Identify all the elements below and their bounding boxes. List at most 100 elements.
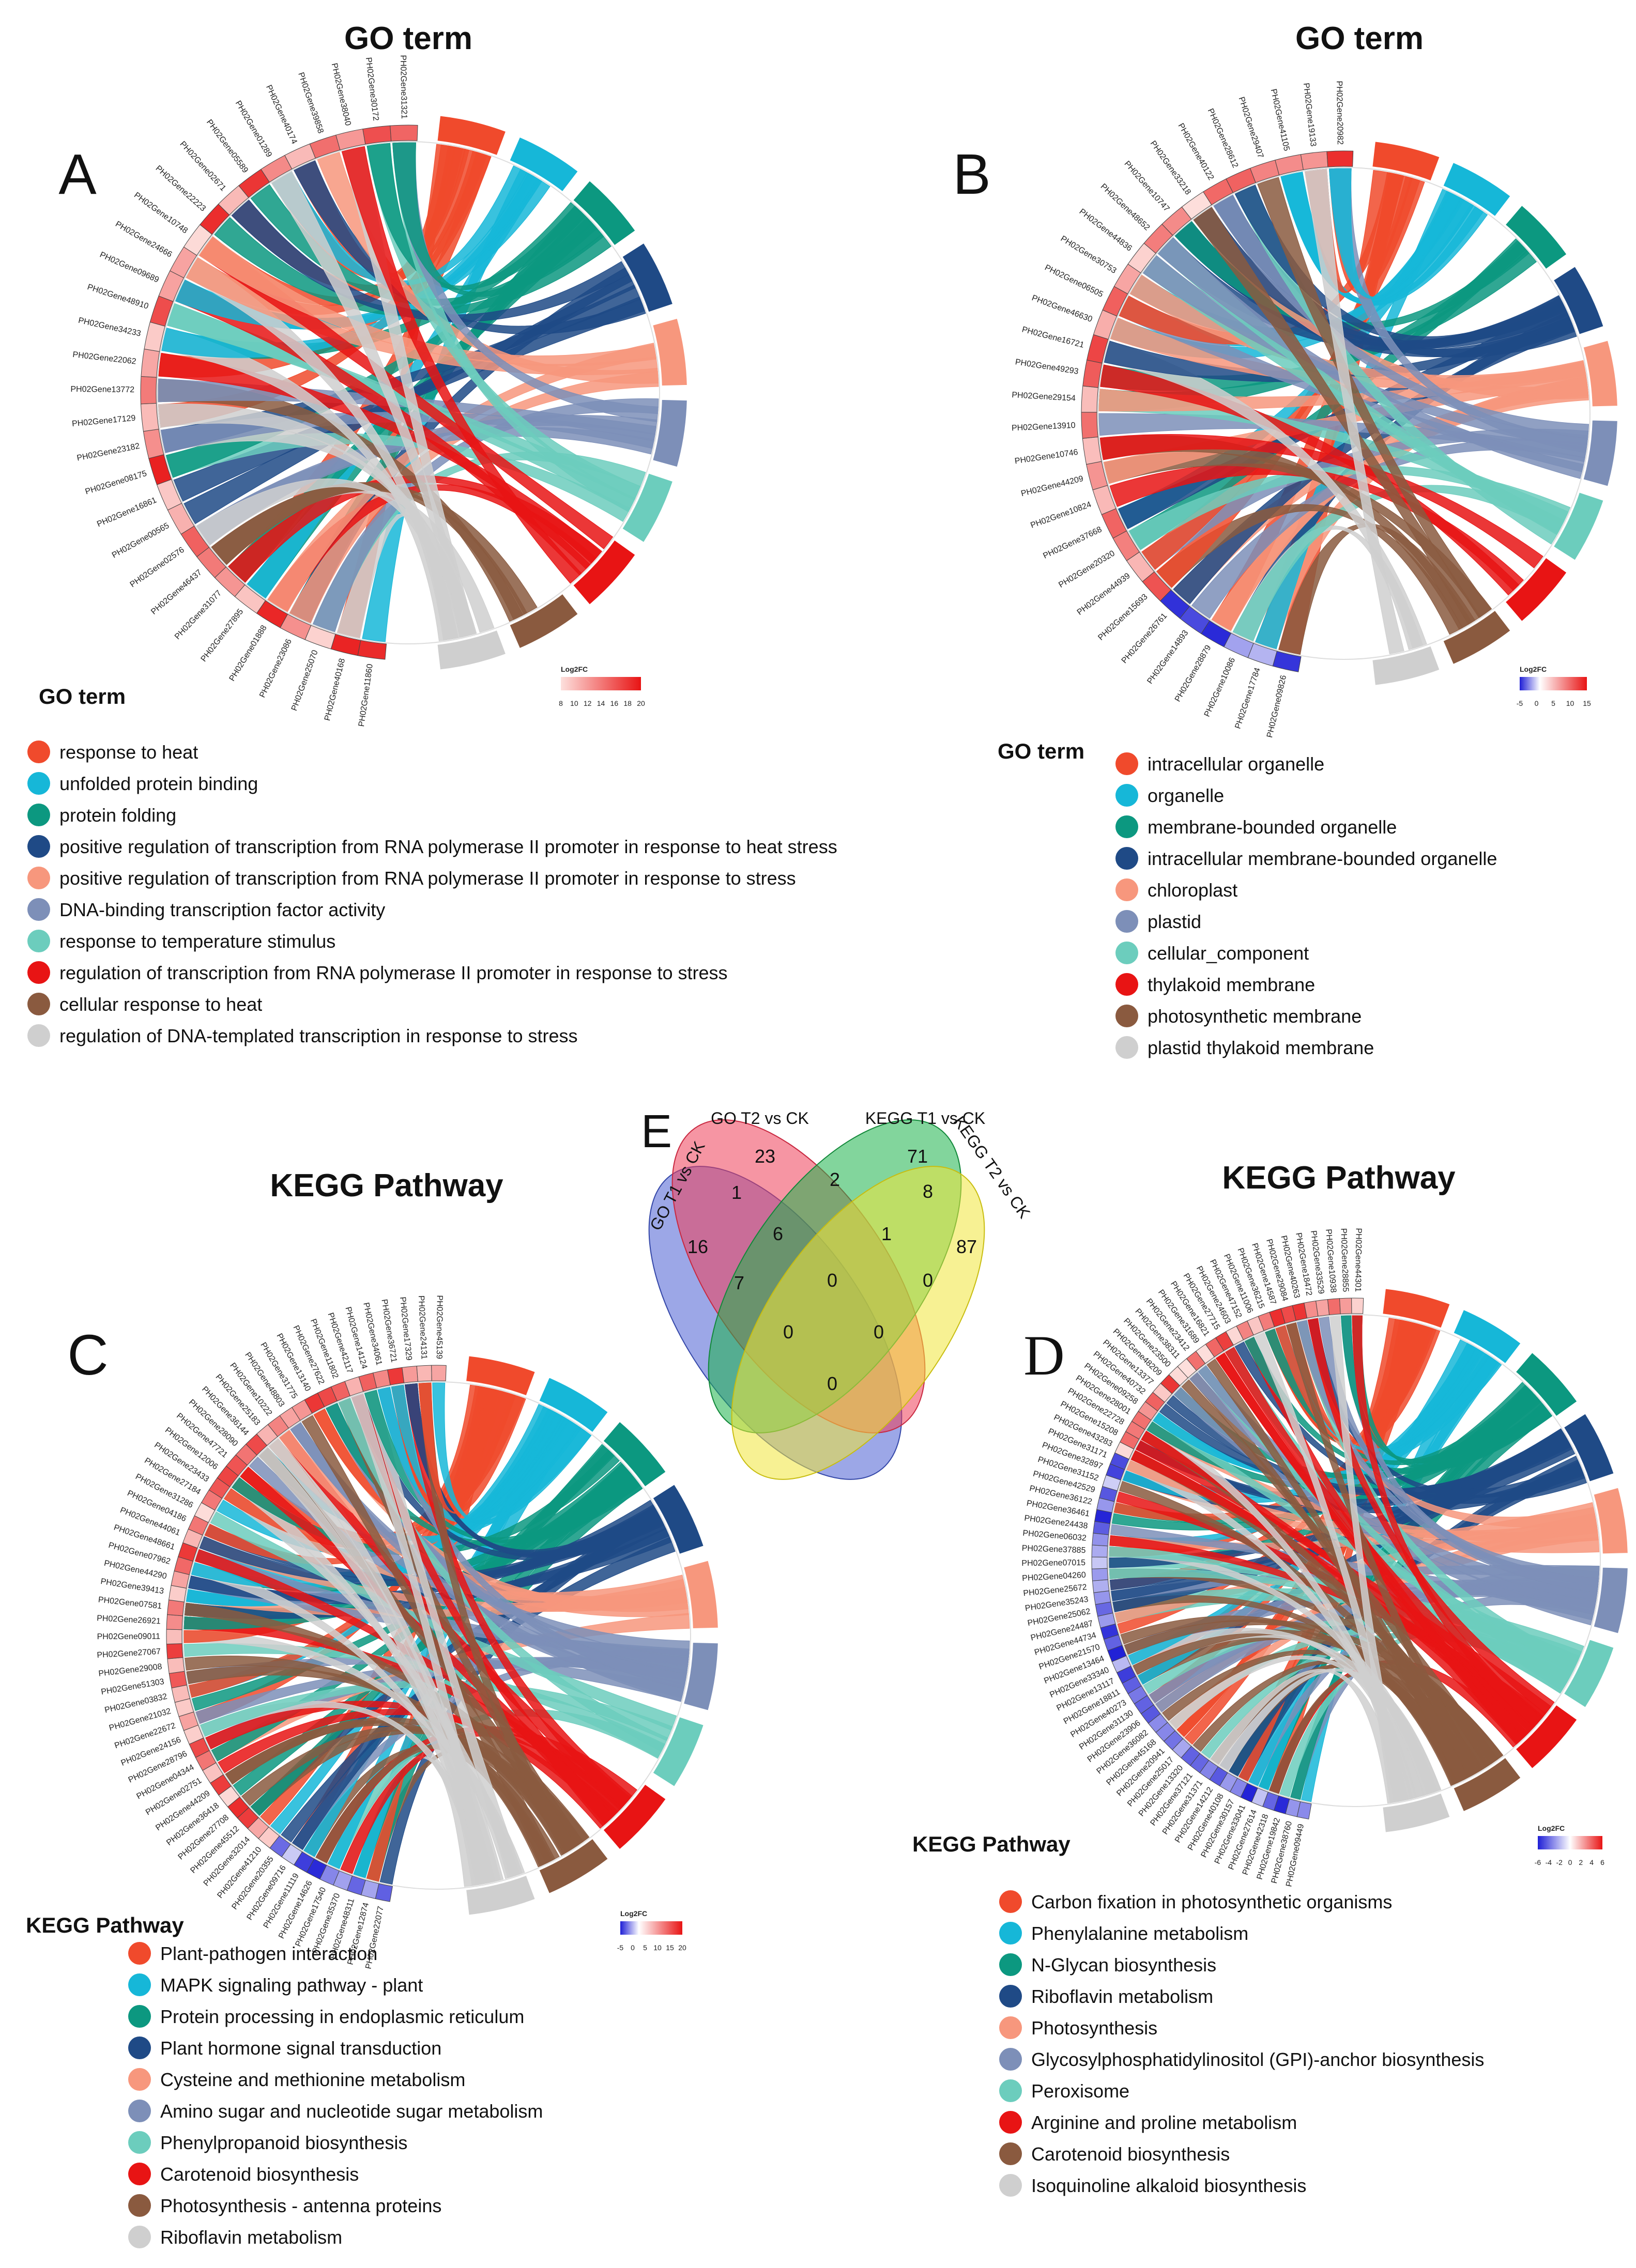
panel-d-legend-title: KEGG Pathway — [912, 1832, 1071, 1856]
panel-a-gene-label: PH02Gene23086 — [258, 638, 294, 699]
panel-c-gene-label: PH02Gene27067 — [97, 1647, 161, 1660]
panel-b-gene-segment — [1081, 412, 1098, 439]
panel-c-gene-segment — [416, 1365, 432, 1382]
panel-b-gene-label: PH02Gene29407 — [1237, 96, 1265, 159]
panel-a-gene-label: PH02Gene24666 — [114, 220, 174, 259]
panel-b-log2fc-ticks: -5 0 5 10 15 — [1517, 699, 1591, 707]
panel-a-ribbon — [271, 165, 528, 286]
panel-d-log2fc-tick: -6 — [1535, 1858, 1541, 1866]
panel-c-legend-swatch — [128, 2163, 151, 2185]
panel-b-term-arc — [1552, 491, 1604, 562]
panel-a-ribbon — [392, 142, 659, 422]
panel-c-legend-label: Protein processing in endoplasmic reticu… — [160, 2006, 524, 2027]
panel-c-log2fc-ticks: -5 0 5 10 15 20 — [617, 1943, 686, 1952]
panel-c-gene-label: PH02Gene36721 — [379, 1299, 398, 1363]
panel-d-ribbon — [1307, 1318, 1555, 1715]
panel-b-gene-label: PH02Gene17784 — [1233, 667, 1262, 730]
panel-a-legend-label: unfolded protein binding — [59, 773, 258, 794]
venn-value-go-t2-kegg-t1: 2 — [830, 1169, 840, 1190]
panel-d-gene-segment — [1351, 1298, 1364, 1314]
panel-d-gene-label: PH02Gene10938 — [1324, 1229, 1338, 1293]
panel-a-gene-label: PH02Gene16861 — [96, 496, 158, 529]
panel-b-term-arc — [1371, 645, 1441, 686]
panel-a-legend-label: response to temperature stimulus — [59, 931, 335, 952]
panel-b-term-arc — [1552, 265, 1604, 335]
panel-a-legend-swatch — [27, 740, 50, 763]
panel-d-chord: PH02Gene09449PH02Gene38760PH02Gene19842P… — [1021, 1228, 1629, 1888]
panel-c-gene-segment — [402, 1365, 418, 1383]
venn-value-go-t1-go-t2-kegg-t1: 6 — [773, 1223, 783, 1244]
panel-a-gene-segment — [141, 348, 160, 378]
panel-a-legend-label: regulation of transcription from RNA pol… — [59, 962, 728, 983]
panel-b-gene-label: PH02Gene28879 — [1173, 644, 1213, 704]
venn-value-all-four: 0 — [827, 1270, 837, 1291]
panel-c-title: KEGG Pathway — [270, 1168, 503, 1204]
panel-d-legend-swatch — [999, 2016, 1022, 2039]
panel-c-gene-segment — [387, 1367, 405, 1385]
venn-ellipses — [648, 1119, 985, 1480]
panel-d-legend-label: Glycosylphosphatidylinositol (GPI)-ancho… — [1031, 2049, 1484, 2070]
panel-a-gene-label: PH02Gene48910 — [86, 283, 150, 311]
panel-a-legend-swatch — [27, 1024, 50, 1047]
panel-a-log2fc-tick: 12 — [584, 699, 592, 707]
panel-b-legend-label: intracellular membrane-bounded organelle — [1148, 848, 1497, 869]
panel-a-ribbon — [392, 142, 604, 297]
panel-c-gene-segment — [431, 1365, 447, 1381]
panel-c-gene-label: PH02Gene09011 — [97, 1632, 160, 1642]
panel-c-legend-swatch — [128, 2005, 151, 2028]
panel-a-chord: PH02Gene11860PH02Gene40168PH02Gene25070P… — [70, 55, 688, 727]
panel-b-gene-label: PH02Gene10824 — [1029, 500, 1092, 530]
panel-a-gene-segment — [144, 321, 165, 352]
panel-d-legend-label: Phenylalanine metabolism — [1031, 1923, 1248, 1944]
panel-a-gene-label: PH02Gene01888 — [227, 624, 268, 683]
panel-c-term-arc — [682, 1641, 719, 1711]
panel-a-legend-label: cellular response to heat — [59, 994, 262, 1015]
panel-a-gene-label: PH02Gene00565 — [111, 521, 171, 560]
panel-b-gene-label: PH02Gene06505 — [1043, 263, 1105, 299]
panel-b-gene-label: PH02Gene13910 — [1012, 421, 1076, 433]
panel-c-log2fc-tick: 10 — [653, 1943, 662, 1952]
panel-a-term-arc — [572, 539, 637, 606]
panel-d-gene-segment — [1092, 1533, 1109, 1547]
panel-c-gene-segment — [167, 1657, 185, 1674]
panel-a-ribbon — [341, 146, 582, 584]
venn-value-go-t1-go-t2-kegg-t2: 0 — [874, 1321, 884, 1343]
panel-b-log2fc-tick: 5 — [1551, 699, 1555, 707]
panel-b-legend-label: membrane-bounded organelle — [1148, 816, 1397, 838]
panel-d-ribbon — [1244, 1336, 1552, 1474]
panel-a-legend-label: protein folding — [59, 805, 176, 826]
panel-b-legend-label: plastid — [1148, 911, 1201, 932]
panel-a-legend-title: GO term — [39, 684, 126, 708]
panel-d-term-arc — [1563, 1639, 1615, 1709]
panel-b-legend-swatch — [1115, 973, 1138, 996]
panel-d-legend: KEGG Pathway Carbon fixation in photosyn… — [912, 1832, 1484, 2197]
venn-value-go-t1-kegg-t2: 0 — [827, 1373, 837, 1394]
panel-d-ribbon — [1352, 1315, 1553, 1470]
panel-a-legend-swatch — [27, 804, 50, 826]
panel-b-ribbon — [1099, 434, 1543, 568]
panel-d-gene-segment — [1091, 1568, 1108, 1581]
panel-d-log2fc-tick: 2 — [1579, 1858, 1583, 1866]
panel-b-gene-label: PH02Gene09826 — [1265, 674, 1288, 738]
panel-b-gene-label: PH02Gene29154 — [1012, 391, 1076, 403]
panel-c-legend-label: Plant hormone signal transduction — [160, 2038, 441, 2059]
panel-b-log2fc-tick: 0 — [1535, 699, 1539, 707]
panel-c-legend-label: Plant-pathogen interaction — [160, 1943, 377, 1964]
panel-d-gene-segment — [1093, 1590, 1111, 1605]
panel-c-legend-items: Plant-pathogen interaction MAPK signaling… — [128, 1942, 543, 2248]
panel-c-ring — [182, 1381, 691, 1890]
panel-d-term-arc — [1515, 1351, 1578, 1417]
panel-a-gene-label: PH02Gene40174 — [264, 84, 299, 146]
panel-a-gene-label: PH02Gene22062 — [72, 350, 137, 366]
panel-c-gene-label: PH02Gene51303 — [100, 1677, 165, 1696]
panel-b-gene-label: PH02Gene44209 — [1020, 474, 1084, 499]
panel-b-ribbon — [1304, 168, 1404, 655]
panel-a-gene-label: PH02Gene09689 — [98, 251, 160, 285]
panel-a-legend-swatch — [27, 867, 50, 889]
venn-label-kegg-t1: KEGG T1 vs CK — [865, 1109, 985, 1128]
panel-b-gene-label: PH02Gene16721 — [1021, 325, 1085, 350]
panel-c-legend-label: Amino sugar and nucleotide sugar metabol… — [160, 2101, 543, 2122]
panel-b-term-arc — [1371, 141, 1441, 182]
venn-region-values: 23 71 1 2 8 16 6 1 87 7 0 0 0 0 0 — [687, 1146, 977, 1394]
